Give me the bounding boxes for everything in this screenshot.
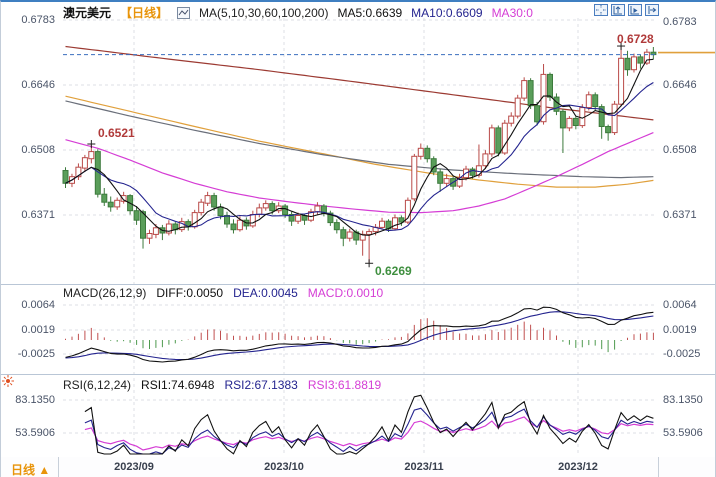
rsi-header: RSI(6,12,24) RSI1:74.6948 RSI2:67.1383 R… [63, 378, 381, 392]
symbol-name: 澳元美元 [63, 6, 112, 20]
pane-separator [1, 284, 715, 285]
triangle-up-icon: ▲ [38, 463, 51, 477]
x-axis-label: 2023/11 [404, 461, 444, 473]
ma10-value: MA10:0.6609 [411, 5, 483, 20]
y-axis-label: 0.6783 [663, 16, 697, 28]
macd-header: MACD(26,12,9) DIFF:0.0050 DEA:0.0045 MAC… [63, 286, 383, 300]
period-tag: 【日线】 [120, 6, 169, 20]
play-forward-icon[interactable] [628, 4, 642, 16]
price-annotation-low: 0.6269 [375, 264, 412, 278]
y-axis-label: 0.6783 [21, 14, 55, 26]
rsi-axis-label: 83.1350 [663, 394, 703, 406]
macd-diff-value: DIFF:0.0050 [156, 286, 224, 300]
ma30-value: MA30:0 [491, 5, 533, 20]
y-axis-label: 0.6371 [21, 209, 55, 221]
ma5-value: MA5:0.6639 [337, 5, 403, 20]
price-annotation-high1: 0.6521 [98, 126, 135, 140]
x-axis-label: 2023/09 [114, 461, 154, 473]
period-tab[interactable]: 日线 ▲ [11, 463, 51, 477]
macd-axis-label: 0.0064 [663, 299, 697, 311]
ma-params-label: MA(5,10,30,60,100,200) [199, 5, 329, 20]
line-chart-icon [177, 6, 191, 19]
rsi3-value: RSI3:61.8819 [307, 378, 382, 392]
y-axis-label: 0.6508 [663, 144, 697, 156]
macd-axis-label: 0.0019 [21, 324, 55, 336]
x-axis-label: 2023/10 [264, 461, 304, 473]
zoom-range-icon[interactable] [611, 4, 625, 16]
indicator-marker-icon[interactable] [2, 374, 14, 392]
rsi2-value: RSI2:67.1383 [224, 378, 298, 392]
macd-dea-value: DEA:0.0045 [233, 286, 298, 300]
macd-macd-value: MACD:0.0010 [307, 286, 384, 300]
y-axis-label: 0.6371 [663, 209, 697, 221]
y-axis-label: 0.6646 [663, 79, 697, 91]
crosshair-icon[interactable] [594, 4, 608, 16]
macd-axis-label: 0.0019 [663, 324, 697, 336]
chart-header: 澳元美元 【日线】 MA(5,10,30,60,100,200) MA5:0.6… [63, 4, 533, 21]
shift-right-icon[interactable] [645, 4, 659, 16]
rsi-axis-label: 53.5906 [15, 427, 55, 439]
macd-axis-label: -0.0025 [663, 348, 701, 360]
rsi-axis-label: 53.5906 [663, 427, 703, 439]
time-axis-bar: 日线 ▲ 2023/09 2023/10 2023/11 2023/12 [1, 457, 715, 477]
macd-axis-label: -0.0025 [17, 348, 55, 360]
price-annotation-high2: 0.6728 [617, 32, 654, 46]
y-axis-label: 0.6508 [21, 144, 55, 156]
chart-toolbar [594, 4, 659, 16]
axis-divider [658, 457, 659, 477]
pane-separator [1, 374, 715, 375]
axis-divider [58, 457, 59, 477]
rsi-axis-label: 83.1350 [15, 394, 55, 406]
y-axis-label: 0.6646 [21, 79, 55, 91]
rsi-params-label: RSI(6,12,24) [63, 378, 132, 392]
macd-params-label: MACD(26,12,9) [63, 286, 147, 300]
x-axis-label: 2023/12 [558, 461, 598, 473]
rsi1-value: RSI1:74.6948 [141, 378, 215, 392]
macd-axis-label: 0.0064 [21, 299, 55, 311]
